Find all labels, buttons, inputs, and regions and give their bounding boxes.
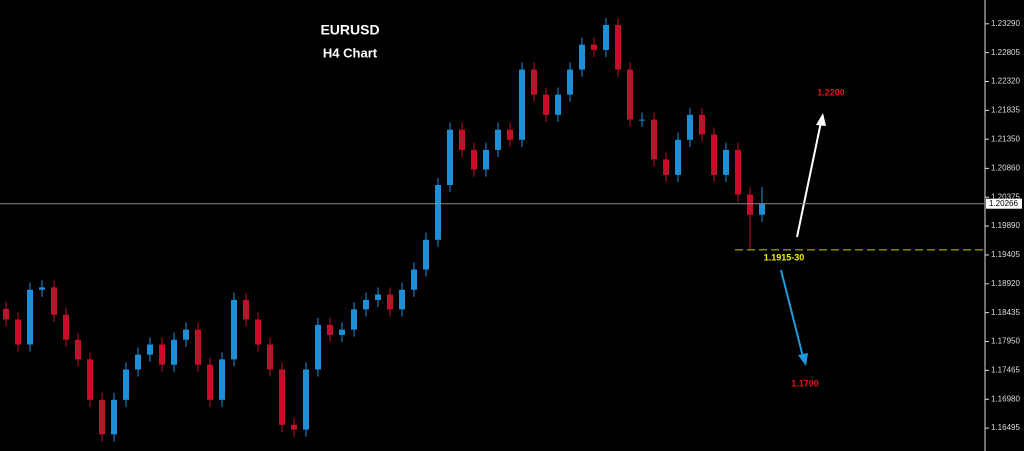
candle-body (735, 149, 741, 195)
candle-body (3, 308, 9, 320)
candle-body (27, 289, 33, 345)
upper-target: 1.2200 (817, 87, 845, 97)
candle-body (375, 294, 381, 300)
y-tick-label: 1.17465 (991, 365, 1020, 374)
candle-body (51, 287, 57, 315)
y-tick-label: 1.18435 (991, 308, 1020, 317)
candle-body (99, 399, 105, 435)
candle-body (159, 344, 165, 365)
chart-title: EURUSD (320, 22, 379, 38)
candle-body (651, 119, 657, 160)
y-tick-label: 1.22805 (991, 48, 1020, 57)
candle-body (123, 369, 129, 400)
candle-body (591, 44, 597, 50)
candle-body (723, 149, 729, 175)
candle-body (267, 344, 273, 370)
candle-body (435, 185, 441, 240)
chart-subtitle: H4 Chart (323, 45, 378, 60)
candle-body (231, 299, 237, 360)
candle-body (255, 319, 261, 345)
candle-body (663, 159, 669, 175)
candle-body (171, 339, 177, 365)
candle-body (147, 344, 153, 355)
candle-body (327, 324, 333, 335)
down-arrow (780, 269, 804, 358)
candle-body (531, 69, 537, 95)
candle-body (183, 329, 189, 340)
candle-body (483, 149, 489, 170)
y-tick-label: 1.20375 (991, 192, 1020, 201)
candle-body (459, 129, 465, 150)
candle-body (111, 399, 117, 435)
candle-body (699, 114, 705, 135)
y-tick-label: 1.23290 (991, 19, 1020, 28)
support-label: 1.1915-30 (764, 252, 805, 262)
candle-body (627, 69, 633, 120)
candle-body (243, 299, 249, 320)
y-tick-label: 1.18920 (991, 279, 1020, 288)
candle-body (495, 129, 501, 150)
y-tick-label: 1.22320 (991, 77, 1020, 86)
candle-body (387, 294, 393, 310)
candle-body (615, 24, 621, 70)
y-tick-label: 1.19405 (991, 250, 1020, 259)
y-tick-label: 1.17950 (991, 337, 1020, 346)
y-tick-label: 1.21350 (991, 134, 1020, 143)
y-tick-label: 1.21835 (991, 105, 1020, 114)
candle-body (291, 424, 297, 430)
candle-body (279, 369, 285, 425)
candle-body (555, 94, 561, 115)
candle-body (711, 134, 717, 175)
candle-body (447, 129, 453, 186)
candle-body (567, 69, 573, 95)
y-tick-label: 1.16495 (991, 423, 1020, 432)
lower-target: 1.1700 (791, 378, 819, 388)
candle-body (639, 119, 645, 121)
y-tick-label: 1.20860 (991, 163, 1020, 172)
down-arrow-head (798, 353, 808, 366)
candle-body (15, 319, 21, 345)
candle-body (759, 203, 765, 215)
candle-body (303, 369, 309, 430)
candle-body (603, 24, 609, 50)
y-tick-label: 1.19890 (991, 221, 1020, 230)
candle-body (75, 339, 81, 360)
candle-body (687, 114, 693, 140)
candle-body (471, 149, 477, 170)
candle-body (339, 329, 345, 335)
y-tick-label: 1.16980 (991, 394, 1020, 403)
candle-body (519, 69, 525, 140)
last-price-box (986, 198, 1022, 209)
up-arrow-head (816, 113, 826, 126)
candle-body (543, 94, 549, 115)
candle-body (411, 269, 417, 290)
candle-body (675, 139, 681, 175)
candle-body (747, 194, 753, 215)
candle-body (399, 289, 405, 310)
candle-body (207, 364, 213, 400)
candle-body (135, 354, 141, 370)
candle-body (315, 324, 321, 370)
last-price-label: 1.20266 (989, 199, 1018, 208)
candle-body (423, 239, 429, 270)
up-arrow (796, 121, 822, 238)
candle-body (63, 314, 69, 340)
candle-body (579, 44, 585, 70)
candle-body (39, 287, 45, 290)
candle-body (351, 309, 357, 330)
candle-body (363, 299, 369, 310)
candle-body (195, 329, 201, 365)
candle-body (87, 359, 93, 400)
candle-body (219, 359, 225, 400)
candle-body (507, 129, 513, 140)
